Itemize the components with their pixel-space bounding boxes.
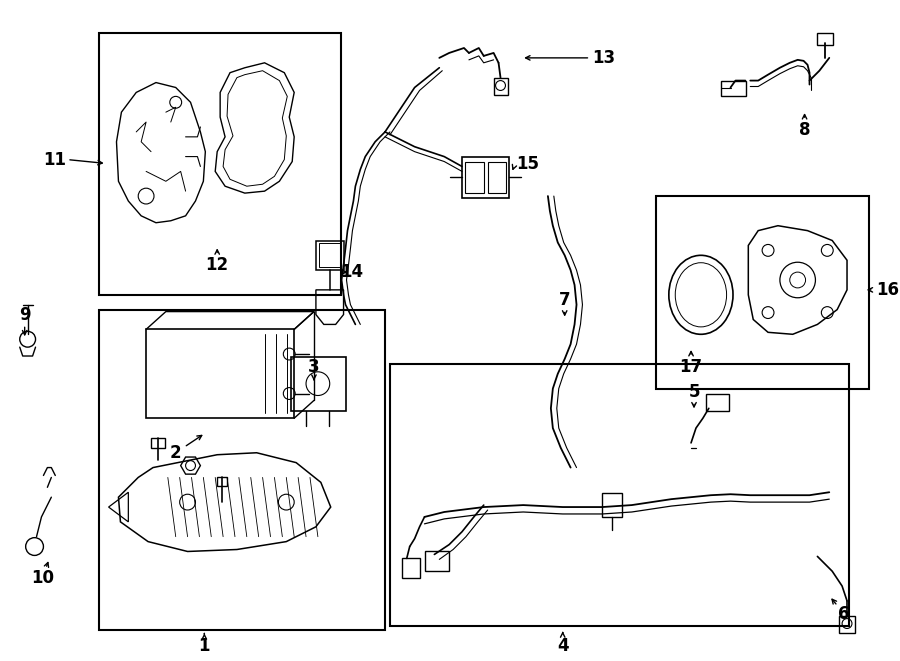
- Bar: [817, 33, 833, 45]
- Bar: [721, 81, 746, 97]
- Bar: [493, 77, 508, 95]
- Bar: [465, 161, 483, 193]
- Bar: [602, 493, 622, 517]
- Bar: [319, 243, 340, 267]
- Text: 6: 6: [838, 605, 850, 623]
- Bar: [146, 329, 294, 418]
- Text: 8: 8: [799, 121, 810, 139]
- Bar: [425, 551, 449, 571]
- Text: 9: 9: [19, 305, 31, 323]
- Bar: [488, 161, 507, 193]
- Text: 4: 4: [557, 637, 569, 655]
- Text: 17: 17: [680, 358, 703, 376]
- Bar: [401, 559, 419, 578]
- Bar: [217, 477, 227, 486]
- Bar: [99, 309, 385, 631]
- Text: 13: 13: [592, 49, 616, 67]
- Text: 12: 12: [205, 256, 229, 274]
- Text: 1: 1: [199, 637, 210, 655]
- Bar: [706, 393, 729, 411]
- Bar: [292, 357, 346, 411]
- Bar: [839, 615, 855, 633]
- Text: 10: 10: [31, 569, 54, 587]
- Text: 15: 15: [517, 155, 539, 173]
- Bar: [462, 157, 509, 198]
- Text: 5: 5: [688, 383, 700, 401]
- Text: 14: 14: [340, 263, 364, 281]
- Bar: [316, 241, 344, 270]
- Bar: [390, 364, 849, 625]
- Text: 16: 16: [877, 281, 900, 299]
- Bar: [656, 196, 868, 389]
- Bar: [151, 438, 165, 447]
- Bar: [99, 33, 340, 295]
- Text: 2: 2: [170, 444, 182, 462]
- Text: 3: 3: [308, 358, 320, 376]
- Text: 11: 11: [43, 151, 66, 169]
- Text: 7: 7: [559, 291, 571, 309]
